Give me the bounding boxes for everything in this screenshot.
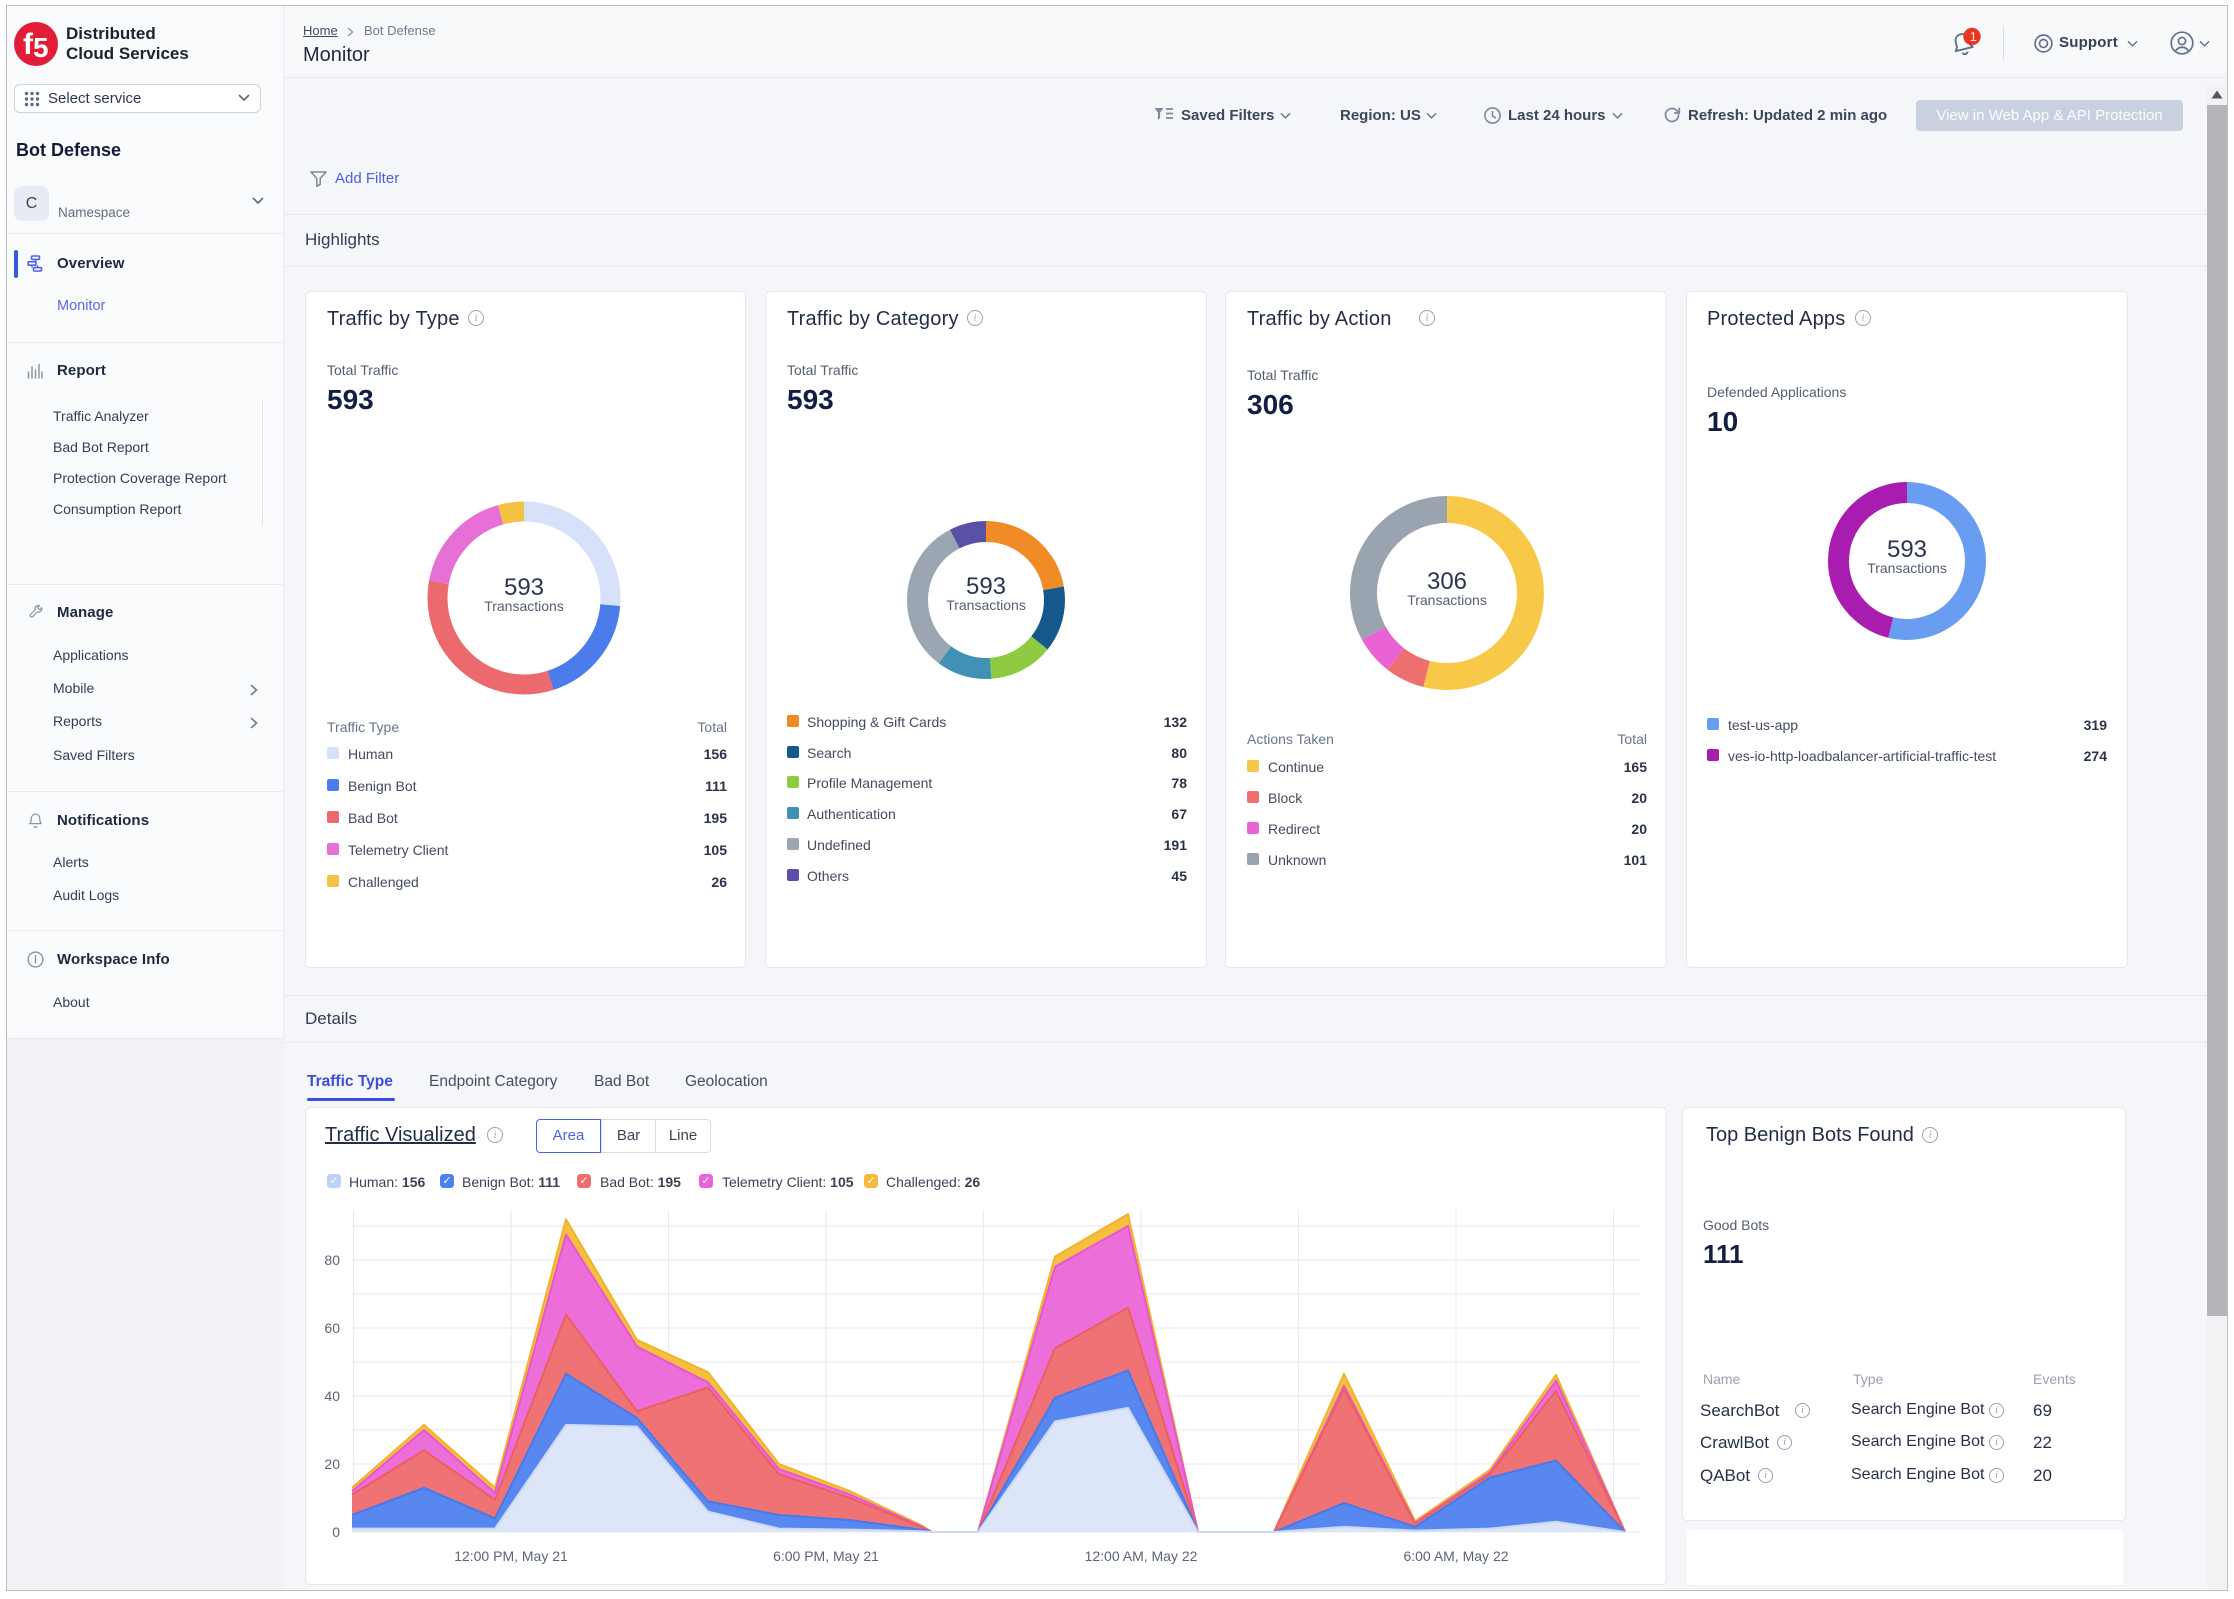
- svg-text:12:00 PM, May 21: 12:00 PM, May 21: [454, 1548, 568, 1564]
- svg-text:f: f: [23, 28, 34, 61]
- svg-text:20: 20: [324, 1456, 340, 1472]
- svg-text:40: 40: [324, 1388, 340, 1404]
- svg-text:1: 1: [1970, 29, 1977, 44]
- svg-text:60: 60: [324, 1320, 340, 1336]
- svg-text:0: 0: [332, 1524, 340, 1540]
- svg-text:5: 5: [33, 32, 49, 63]
- svg-text:80: 80: [324, 1252, 340, 1268]
- svg-text:6:00 PM, May 21: 6:00 PM, May 21: [773, 1548, 879, 1564]
- svg-text:6:00 AM, May 22: 6:00 AM, May 22: [1403, 1548, 1508, 1564]
- svg-text:12:00 AM, May 22: 12:00 AM, May 22: [1085, 1548, 1198, 1564]
